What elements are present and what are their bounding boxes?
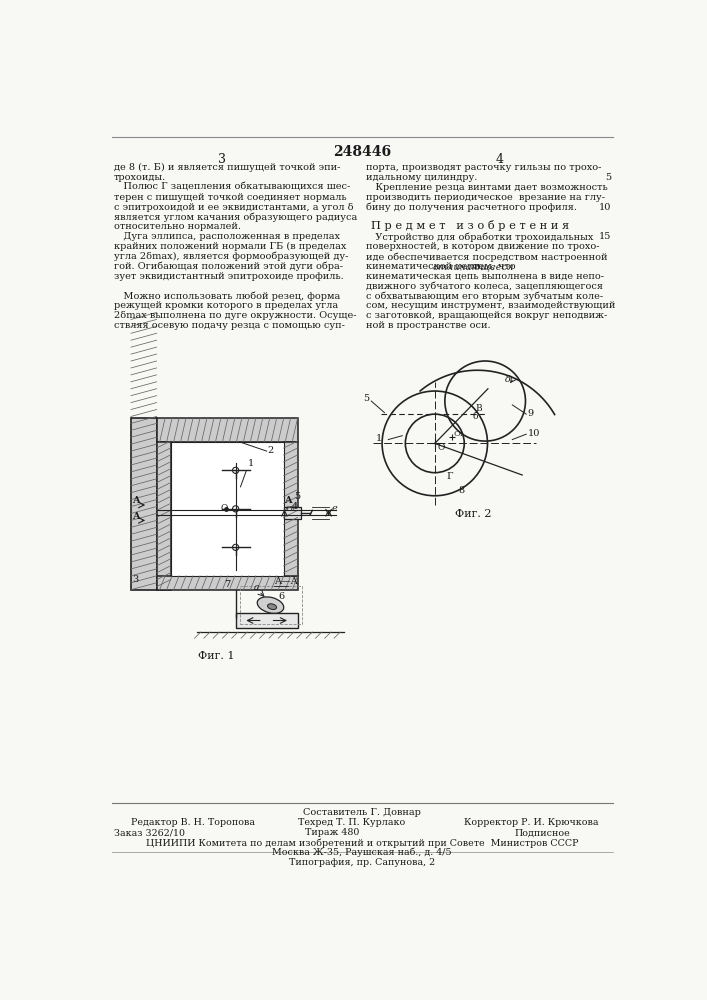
Text: B: B bbox=[475, 404, 481, 413]
Text: 1: 1 bbox=[376, 434, 382, 443]
Ellipse shape bbox=[267, 604, 276, 610]
Text: 4: 4 bbox=[292, 502, 298, 511]
Bar bbox=[170, 442, 284, 576]
Text: 3: 3 bbox=[132, 575, 139, 584]
Bar bbox=[131, 418, 156, 590]
Text: с обхватывающим его вторым зубчатым коле-: с обхватывающим его вторым зубчатым коле… bbox=[366, 292, 603, 301]
Text: терен с пишущей точкой соединяет нормаль: терен с пишущей точкой соединяет нормаль bbox=[114, 193, 346, 202]
Text: бину до получения расчетного профиля.: бину до получения расчетного профиля. bbox=[366, 203, 577, 212]
Bar bbox=[156, 576, 298, 590]
Text: Дуга эллипса, расположенная в пределах: Дуга эллипса, расположенная в пределах bbox=[114, 232, 340, 241]
Text: Устройство для обработки трохоидальных: Устройство для обработки трохоидальных bbox=[366, 232, 593, 242]
Text: 8: 8 bbox=[458, 486, 464, 495]
Text: Г: Г bbox=[446, 472, 453, 481]
Text: Можно использовать любой резец, форма: Можно использовать любой резец, форма bbox=[114, 291, 340, 301]
Text: Фиг. 1: Фиг. 1 bbox=[198, 651, 235, 661]
Text: 15: 15 bbox=[599, 232, 612, 241]
Text: тем, что: тем, что bbox=[470, 262, 516, 271]
Text: A: A bbox=[132, 512, 140, 521]
Text: ЦНИИПИ Комитета по делам изобретений и открытий при Совете  Министров СССР: ЦНИИПИ Комитета по делам изобретений и о… bbox=[146, 838, 578, 848]
Text: Составитель Г. Довнар: Составитель Г. Довнар bbox=[303, 808, 421, 817]
Bar bbox=[156, 442, 170, 590]
Text: кинематической цепи,: кинематической цепи, bbox=[366, 262, 486, 271]
Bar bbox=[156, 418, 298, 442]
Text: ной в пространстве оси.: ной в пространстве оси. bbox=[366, 321, 491, 330]
Text: движного зубчатого колеса, зацепляющегося: движного зубчатого колеса, зацепляющегос… bbox=[366, 282, 603, 291]
Text: Москва Ж-35, Раушская наб., д. 4/5: Москва Ж-35, Раушская наб., д. 4/5 bbox=[272, 848, 452, 857]
Bar bbox=[284, 507, 300, 519]
Text: П р е д м е т   и з о б р е т е н и я: П р е д м е т и з о б р е т е н и я bbox=[371, 220, 570, 231]
Text: 248446: 248446 bbox=[333, 145, 391, 159]
Bar bbox=[240, 586, 301, 624]
Text: идальному цилиндру.: идальному цилиндру. bbox=[366, 173, 477, 182]
Text: A—A: A—A bbox=[274, 577, 298, 586]
Text: производить периодическое  врезание на глу-: производить периодическое врезание на гл… bbox=[366, 193, 604, 202]
Text: A: A bbox=[132, 496, 140, 505]
Text: e: e bbox=[332, 504, 337, 513]
Text: Крепление резца винтами дает возможность: Крепление резца винтами дает возможность bbox=[366, 183, 607, 192]
Text: ствляя осевую подачу резца с помощью суп-: ствляя осевую подачу резца с помощью суп… bbox=[114, 321, 345, 330]
Text: трохоиды.: трохоиды. bbox=[114, 173, 166, 182]
Circle shape bbox=[233, 506, 239, 512]
Text: гой. Огибающая положений этой дуги обра-: гой. Огибающая положений этой дуги обра- bbox=[114, 262, 343, 271]
Text: a: a bbox=[253, 583, 259, 592]
Text: 6: 6 bbox=[279, 592, 284, 601]
Text: 5: 5 bbox=[293, 492, 300, 501]
Text: 2: 2 bbox=[267, 446, 274, 455]
Text: A: A bbox=[284, 496, 292, 505]
Text: Техред Т. П. Курлако: Техред Т. П. Курлако bbox=[298, 818, 405, 827]
Text: Заказ 3262/10: Заказ 3262/10 bbox=[114, 828, 185, 837]
Text: 9: 9 bbox=[528, 409, 534, 418]
Text: б: б bbox=[472, 412, 477, 421]
Text: угла 2δmax), является формообразующей ду-: угла 2δmax), является формообразующей ду… bbox=[114, 252, 349, 261]
Text: δ: δ bbox=[505, 375, 510, 384]
Circle shape bbox=[233, 467, 239, 473]
Text: сом, несущим инструмент, взаимодействующий: сом, несущим инструмент, взаимодействующ… bbox=[366, 301, 615, 310]
Circle shape bbox=[233, 544, 239, 550]
Text: крайних положений нормали ГБ (в пределах: крайних положений нормали ГБ (в пределах bbox=[114, 242, 346, 251]
Text: 7: 7 bbox=[224, 580, 230, 589]
Text: кинематическая цепь выполнена в виде непо-: кинематическая цепь выполнена в виде неп… bbox=[366, 272, 604, 281]
Bar bbox=[284, 442, 298, 576]
Text: относительно нормалей.: относительно нормалей. bbox=[114, 222, 241, 231]
Text: Фиг. 2: Фиг. 2 bbox=[455, 509, 492, 519]
Text: де 8 (т. Б) и является пишущей точкой эпи-: де 8 (т. Б) и является пишущей точкой эп… bbox=[114, 163, 340, 172]
Text: с эпитрохоидой и ее эквидистантами, а угол δ: с эпитрохоидой и ее эквидистантами, а уг… bbox=[114, 203, 354, 212]
Text: Подписное: Подписное bbox=[515, 828, 571, 837]
Text: O: O bbox=[220, 504, 228, 513]
Text: 10: 10 bbox=[528, 429, 540, 438]
Text: 3: 3 bbox=[218, 153, 226, 166]
Text: Редактор В. Н. Торопова: Редактор В. Н. Торопова bbox=[131, 818, 255, 827]
Text: зует эквидистантный эпитрохоиде профиль.: зует эквидистантный эпитрохоиде профиль. bbox=[114, 272, 344, 281]
Text: Тираж 480: Тираж 480 bbox=[305, 828, 360, 837]
Bar bbox=[235, 613, 298, 628]
Text: 5: 5 bbox=[363, 394, 370, 403]
Text: 1: 1 bbox=[248, 460, 255, 468]
Text: с заготовкой, вращающейся вокруг неподвиж-: с заготовкой, вращающейся вокруг неподви… bbox=[366, 311, 607, 320]
Text: иде обеспечивается посредством настроенной: иде обеспечивается посредством настроенн… bbox=[366, 252, 607, 262]
Text: O₁: O₁ bbox=[285, 505, 296, 513]
Text: отличающееся: отличающееся bbox=[432, 262, 514, 271]
Text: O₁: O₁ bbox=[453, 430, 464, 438]
Text: Корректор Р. И. Крючкова: Корректор Р. И. Крючкова bbox=[464, 818, 599, 827]
Text: O: O bbox=[437, 443, 445, 452]
Text: 5: 5 bbox=[605, 173, 612, 182]
Text: Типография, пр. Сапунова, 2: Типография, пр. Сапунова, 2 bbox=[289, 858, 435, 867]
Text: поверхностей, в котором движение по трохо-: поверхностей, в котором движение по трох… bbox=[366, 242, 600, 251]
Text: Полюс Г зацепления обкатывающихся шес-: Полюс Г зацепления обкатывающихся шес- bbox=[114, 183, 350, 192]
Text: режущей кромки которого в пределах угла: режущей кромки которого в пределах угла bbox=[114, 301, 338, 310]
Text: 10: 10 bbox=[599, 203, 612, 212]
Text: 4: 4 bbox=[495, 153, 503, 166]
Ellipse shape bbox=[257, 597, 284, 613]
Text: 2δmax выполнена по дуге окружности. Осуще-: 2δmax выполнена по дуге окружности. Осущ… bbox=[114, 311, 356, 320]
Text: является углом качания образующего радиуса: является углом качания образующего радиу… bbox=[114, 212, 357, 222]
Text: порта, производят расточку гильзы по трохо-: порта, производят расточку гильзы по тро… bbox=[366, 163, 601, 172]
